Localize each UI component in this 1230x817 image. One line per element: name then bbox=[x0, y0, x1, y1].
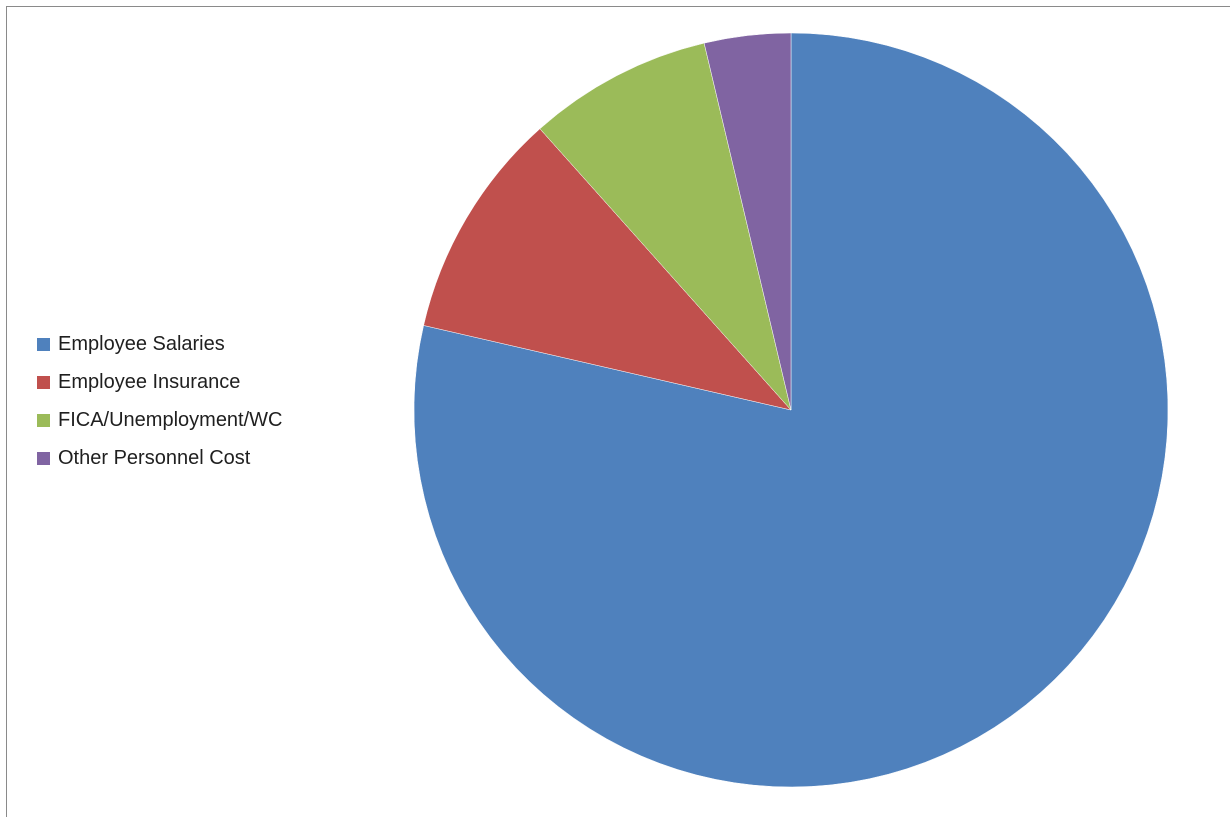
legend-item-employee-salaries: Employee Salaries bbox=[37, 325, 357, 363]
legend: Employee Salaries Employee Insurance FIC… bbox=[37, 325, 357, 477]
pie-slice-fica-unemployment-wc bbox=[539, 42, 792, 411]
legend-item-fica-unemployment-wc: FICA/Unemployment/WC bbox=[37, 401, 357, 439]
legend-item-employee-insurance: Employee Insurance bbox=[37, 363, 357, 401]
legend-label: Other Personnel Cost bbox=[58, 446, 251, 469]
legend-swatch bbox=[37, 451, 50, 465]
legend-swatch bbox=[37, 375, 50, 389]
legend-label: Employee Insurance bbox=[58, 370, 241, 393]
legend-label: FICA/Unemployment/WC bbox=[58, 408, 283, 431]
pie-slice-other-personnel-cost bbox=[703, 32, 792, 411]
pie-slice-employee-insurance bbox=[423, 128, 792, 411]
legend-swatch bbox=[37, 337, 50, 351]
legend-label: Employee Salaries bbox=[58, 332, 225, 355]
legend-swatch bbox=[37, 413, 50, 427]
legend-item-other-personnel-cost: Other Personnel Cost bbox=[37, 439, 357, 477]
